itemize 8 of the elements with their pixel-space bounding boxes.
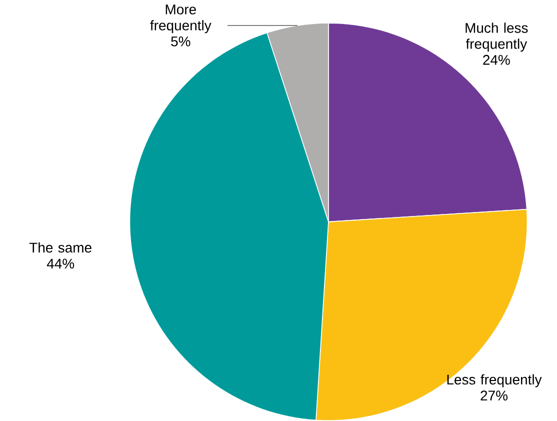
data-label: 5%: [171, 36, 190, 46]
data-label: 27%: [480, 390, 508, 400]
data-label: 24%: [483, 54, 510, 65]
slice-label: The same: [29, 242, 92, 253]
slice-label: More frequently: [150, 4, 212, 34]
data-label: 44%: [46, 258, 74, 269]
slice-label: Less frequently: [447, 374, 542, 388]
slice-label: Much less frequently: [466, 22, 528, 52]
